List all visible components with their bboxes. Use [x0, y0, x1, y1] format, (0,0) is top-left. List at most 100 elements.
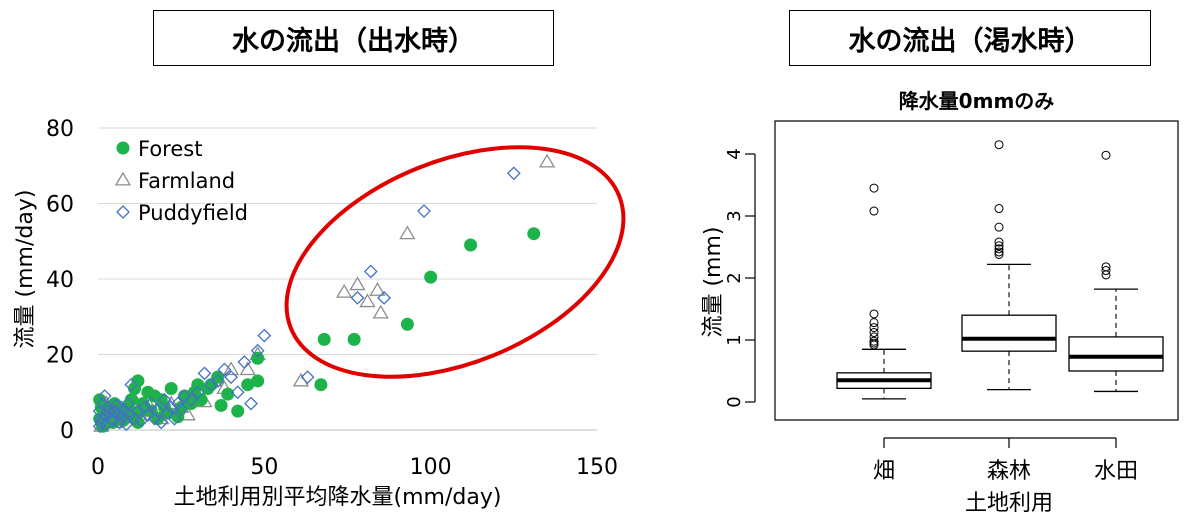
puddyfield-point — [177, 389, 192, 403]
scatter-y-tick-label: 20 — [46, 344, 74, 369]
puddyfield-point — [109, 398, 124, 413]
boxplot-y-tick-label: 1 — [724, 334, 745, 345]
farmland-point — [538, 153, 556, 168]
forest-point — [141, 385, 155, 399]
puddyfield-point — [164, 400, 179, 415]
puddyfield-point — [377, 290, 392, 305]
forest-point — [251, 351, 265, 365]
boxplot-category-label: 森林 — [987, 459, 1031, 484]
outlier-point — [994, 249, 1004, 259]
boxplot-y-axis-label: 流量 (mm) — [701, 226, 726, 337]
boxplot-category-label: 水田 — [1094, 459, 1138, 484]
farmland-point — [372, 304, 389, 319]
puddyfield-point — [150, 404, 165, 419]
puddyfield-point — [137, 400, 152, 415]
iqr-box — [1068, 336, 1164, 372]
puddyfield-point — [363, 264, 378, 279]
farmland-point — [369, 282, 386, 296]
series-puddyfield — [92, 166, 521, 434]
outlier-point — [869, 309, 879, 319]
puddyfield-point — [160, 406, 175, 420]
outlier-point — [869, 338, 879, 348]
puddyfield-point — [417, 204, 431, 218]
puddyfield-point — [102, 406, 117, 420]
forest-point — [221, 387, 235, 401]
outlier-point — [1101, 150, 1111, 160]
farmland-point — [399, 225, 416, 240]
puddyfield-point — [116, 205, 130, 219]
forest-point — [251, 374, 265, 388]
scatter-legend: Forest Farmland Puddyfield — [114, 137, 248, 225]
farmland-point — [359, 293, 376, 308]
puddyfield-point — [237, 355, 252, 369]
outlier-point — [994, 241, 1004, 251]
highlight-ellipse — [284, 145, 626, 379]
box-0 — [836, 183, 932, 400]
outlier-point — [1101, 270, 1111, 280]
boxplot-frame — [774, 120, 1179, 421]
puddyfield-point — [204, 377, 219, 392]
outlier-point — [1101, 266, 1111, 276]
forest-point — [424, 270, 438, 284]
outlier-point — [994, 237, 1004, 247]
scatter-x-axis-label: 土地利用別平均降水量(mm/day) — [174, 485, 502, 510]
puddyfield-point — [217, 362, 232, 377]
puddyfield-point — [157, 392, 172, 407]
puddyfield-point — [224, 370, 238, 385]
legend-label-farmland: Farmland — [138, 169, 235, 193]
puddyfield-point — [250, 343, 265, 358]
outlier-point — [869, 206, 879, 216]
farmland-point — [222, 361, 240, 376]
boxplot-y-tick-label: 0 — [724, 396, 745, 407]
puddyfield-point — [101, 400, 115, 415]
legend-label-forest: Forest — [138, 137, 202, 161]
puddyfield-point — [230, 385, 245, 400]
puddyfield-point — [174, 402, 189, 417]
farmland-point — [349, 276, 366, 291]
puddyfield-point — [184, 392, 199, 407]
puddyfield-point — [154, 415, 169, 430]
forest-point — [527, 227, 541, 241]
scatter-y-tick-label: 0 — [60, 419, 74, 444]
puddyfield-point — [92, 419, 107, 434]
scatter-y-axis-label: 流量 (mm/day) — [13, 190, 38, 349]
puddyfield-point — [300, 370, 315, 385]
scatter-x-tick-label: 100 — [410, 455, 452, 480]
farmland-point — [336, 283, 353, 298]
outlier-point — [869, 328, 879, 338]
puddyfield-point — [99, 417, 114, 432]
outlier-point — [994, 204, 1004, 214]
puddyfield-point — [119, 417, 134, 432]
outlier-point — [994, 140, 1004, 150]
puddyfield-point — [197, 366, 212, 381]
farmland-point — [179, 406, 196, 421]
puddyfield-point — [97, 389, 112, 403]
forest-point — [231, 404, 245, 418]
farmland-point — [114, 171, 132, 186]
puddyfield-point — [190, 385, 205, 400]
scatter-y-tick-label: 40 — [46, 268, 74, 293]
boxplot-y-tick-label: 3 — [724, 210, 745, 221]
puddyfield-point — [350, 290, 365, 305]
boxplot-y-tick-label: 4 — [724, 148, 745, 159]
puddyfield-point — [244, 396, 258, 411]
puddyfield-point — [170, 396, 185, 411]
puddyfield-point — [167, 411, 182, 426]
outlier-point — [994, 247, 1004, 257]
outlier-point — [869, 323, 879, 333]
forest-point — [164, 381, 178, 395]
outlier-point — [869, 340, 879, 350]
puddyfield-point — [121, 396, 135, 411]
boxplot-title: 降水量0mmのみ — [899, 89, 1055, 113]
puddyfield-point — [116, 409, 130, 424]
outlier-point — [994, 222, 1004, 232]
scatter-x-tick-label: 0 — [91, 455, 105, 480]
forest-point — [241, 378, 255, 392]
scatter-x-tick-label: 150 — [576, 455, 618, 480]
forest-point — [317, 332, 331, 346]
puddyfield-point — [140, 407, 155, 422]
boxplot-category-label: 畑 — [873, 459, 895, 484]
outlier-point — [869, 183, 879, 193]
outlier-point — [994, 244, 1004, 254]
